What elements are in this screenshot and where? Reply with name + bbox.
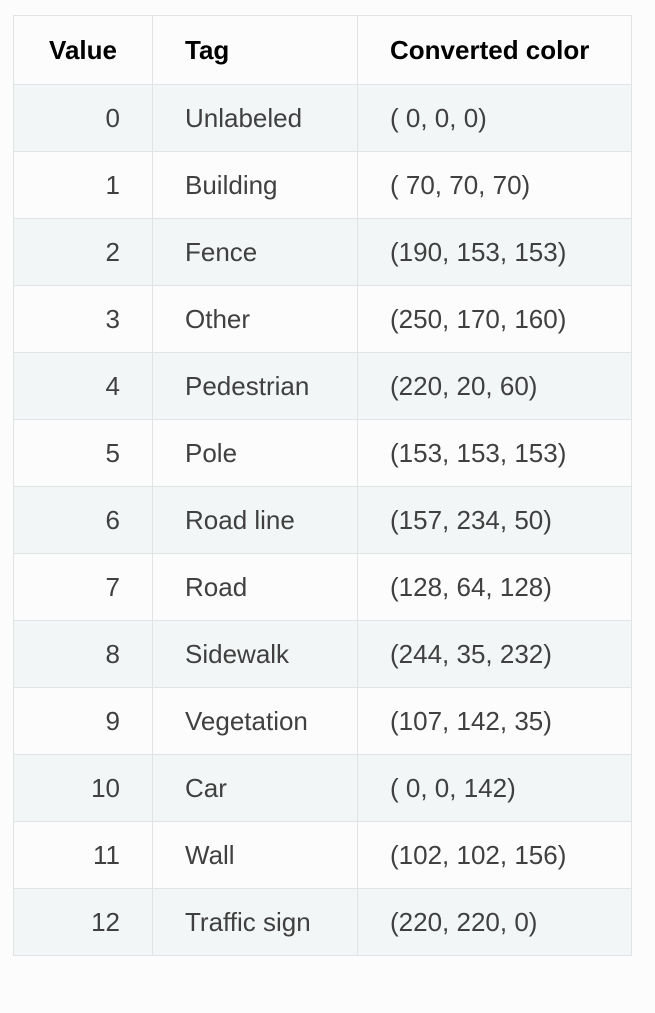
cell-converted-color: (220, 20, 60) <box>357 352 632 420</box>
cell-tag: Vegetation <box>152 687 358 755</box>
cell-tag: Road line <box>152 486 358 554</box>
cell-converted-color: (250, 170, 160) <box>357 285 632 353</box>
cell-value: 3 <box>13 285 153 353</box>
table-row: 3 Other (250, 170, 160) <box>13 285 632 353</box>
cell-converted-color: (107, 142, 35) <box>357 687 632 755</box>
cell-tag: Car <box>152 754 358 822</box>
header-tag: Tag <box>152 15 358 85</box>
cell-value: 10 <box>13 754 153 822</box>
table-body: 0 Unlabeled( 0, 0, 0) 1 Building( 70, 70, 7… <box>13 84 632 956</box>
cell-tag: Fence <box>152 218 358 286</box>
table-row: 1 Building( 70, 70, 70) <box>13 151 632 219</box>
cell-value: 6 <box>13 486 153 554</box>
cell-converted-color: ( 70, 70, 70) <box>357 151 632 219</box>
table-row: 2 Fence (190, 153, 153) <box>13 218 632 286</box>
cell-converted-color: (244, 35, 232) <box>357 620 632 688</box>
cell-value: 2 <box>13 218 153 286</box>
table-row: 4 Pedestrian (220, 20, 60) <box>13 352 632 420</box>
cell-value: 9 <box>13 687 153 755</box>
header-row: Value Tag Converted color <box>13 15 632 85</box>
cell-tag: Pole <box>152 419 358 487</box>
table-row: 9 Vegetation (107, 142, 35) <box>13 687 632 755</box>
cell-tag: Unlabeled <box>152 84 358 152</box>
table-row: 10 Car( 0, 0, 142) <box>13 754 632 822</box>
cell-converted-color: ( 0, 0, 142) <box>357 754 632 822</box>
header-value: Value <box>13 15 153 85</box>
cell-value: 0 <box>13 84 153 152</box>
table-row: 0 Unlabeled( 0, 0, 0) <box>13 84 632 152</box>
cell-tag: Wall <box>152 821 358 889</box>
cell-converted-color: ( 0, 0, 0) <box>357 84 632 152</box>
cell-converted-color: (157, 234, 50) <box>357 486 632 554</box>
table-row: 11 Wall (102, 102, 156) <box>13 821 632 889</box>
cell-value: 1 <box>13 151 153 219</box>
header-converted-color: Converted color <box>357 15 632 85</box>
cell-tag: Traffic sign <box>152 888 358 956</box>
cell-tag: Other <box>152 285 358 353</box>
table-row: 7 Road (128, 64, 128) <box>13 553 632 621</box>
table-container: Value Tag Converted color 0 Unlabeled( 0,… <box>13 15 632 956</box>
cell-tag: Building <box>152 151 358 219</box>
table-row: 5 Pole (153, 153, 153) <box>13 419 632 487</box>
cell-converted-color: (153, 153, 153) <box>357 419 632 487</box>
cell-tag: Sidewalk <box>152 620 358 688</box>
table-header: Value Tag Converted color <box>13 15 632 85</box>
cell-converted-color: (102, 102, 156) <box>357 821 632 889</box>
cell-value: 4 <box>13 352 153 420</box>
cell-value: 11 <box>13 821 153 889</box>
table-row: 8 Sidewalk (244, 35, 232) <box>13 620 632 688</box>
cell-converted-color: (220, 220, 0) <box>357 888 632 956</box>
cell-converted-color: (128, 64, 128) <box>357 553 632 621</box>
cell-tag: Pedestrian <box>152 352 358 420</box>
table-row: 12 Traffic sign (220, 220, 0) <box>13 888 632 956</box>
cell-value: 8 <box>13 620 153 688</box>
cell-value: 7 <box>13 553 153 621</box>
cell-value: 5 <box>13 419 153 487</box>
cell-value: 12 <box>13 888 153 956</box>
table-row: 6 Road line (157, 234, 50) <box>13 486 632 554</box>
cell-tag: Road <box>152 553 358 621</box>
semantic-tags-table: Value Tag Converted color 0 Unlabeled( 0,… <box>13 15 632 956</box>
cell-converted-color: (190, 153, 153) <box>357 218 632 286</box>
